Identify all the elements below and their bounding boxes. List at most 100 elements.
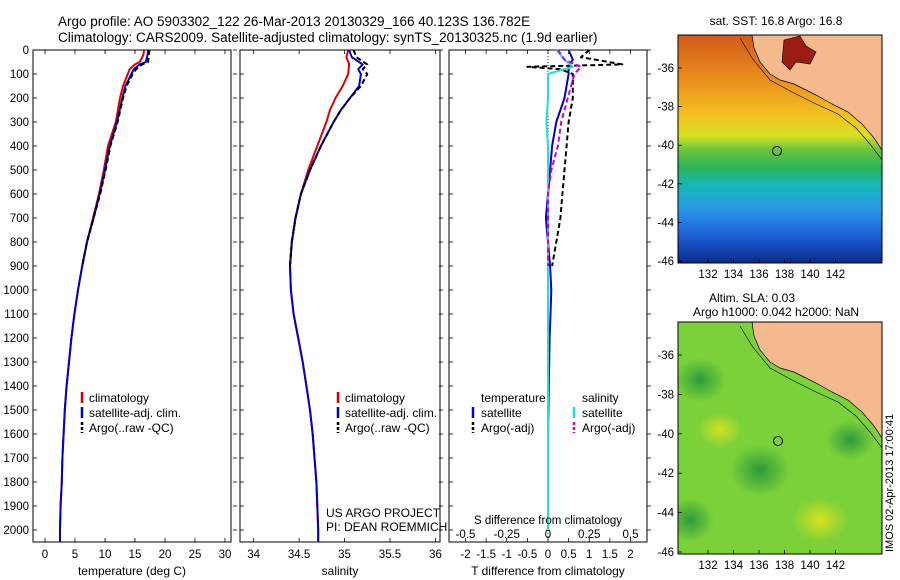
legend-label: Argo(-adj) [481,421,534,435]
sla-anomaly-blob [678,358,726,402]
lon-tick-label: 138 [775,560,794,572]
legend-heading-salinity: salinity [582,391,619,405]
depth-tick-label: 1000 [3,285,29,297]
difference-t-tick-label: 2 [627,549,633,561]
temperature-satellite-adj-clim-line [59,49,150,542]
difference-s-tick-label: -0.25 [494,529,520,541]
lon-tick-label: 132 [698,269,717,281]
legend-label: climatology [89,391,149,405]
argo-float-marker [773,436,783,446]
imos-timestamp: IMOS 02-Apr-2013 17:00:41 [884,414,896,552]
difference-legend: temperature salinity satellite Argo(-adj… [471,391,635,435]
depth-tick-label: 200 [10,93,29,105]
temperature-panel-frame [32,49,232,543]
depth-tick-label: 2000 [3,525,29,537]
legend-label: Argo(..raw -QC) [89,421,174,435]
salinity-satellite-adj-clim-line [289,49,364,542]
shelf-break-line [739,37,882,161]
sla-map [678,322,882,554]
difference-t-tick-label: -0.5 [517,549,537,561]
lat-tick-label: -42 [657,468,674,480]
temperature-tick-label: 5 [72,549,78,561]
lon-tick-label: 134 [724,560,744,572]
difference-top-xlabel: S difference from climatology [474,515,622,527]
lon-tick-label: 142 [826,269,845,281]
lon-tick-label: 132 [698,560,717,572]
difference-series [526,49,624,530]
legend-label: satellite [481,406,522,420]
depth-tick-label: 1900 [3,501,29,513]
lon-tick-label: 136 [749,560,768,572]
temperature-x-axis: 0 5 10 15 20 25 30 [42,50,232,561]
legend-label: Argo(-adj) [582,421,635,435]
difference-s-tick-label: 0.25 [578,529,600,541]
salinity-series [289,49,369,542]
difference-x-axis: -2 -1.5 -1 -0.5 0 0.5 1 1.5 2-0.5 -0.25 0 0.25 0.5 [456,50,639,561]
figure-title-line2: Climatology: CARS2009. Satellite-adjuste… [58,30,598,45]
sla-anomaly-blob [730,444,790,496]
difference-t-tick-label: -1.5 [476,549,496,561]
lat-tick-label: -38 [657,389,674,401]
sla-anomaly-blob [698,412,742,448]
legend-label: climatology [345,391,405,405]
salinity-x-axis: 34 34.5 35 35.5 36 [247,50,442,561]
depth-tick-label: 600 [10,189,29,201]
salinity-legend: climatology satellite-adj. clim. Argo(..… [336,391,437,435]
legend-label: satellite [582,406,623,420]
depth-tick-label: 800 [10,237,29,249]
difference-salinity-argo-adj-line [547,49,582,266]
lon-tick-label: 140 [800,269,819,281]
depth-tick-label: 300 [10,117,29,129]
salinity-tick-label: 35 [338,549,351,561]
temperature-tick-label: 15 [129,549,142,561]
sla-anomaly-blob [678,498,714,542]
lon-tick-label: 142 [826,560,845,572]
lon-tick-label: 134 [724,269,744,281]
legend-label: satellite-adj. clim. [89,406,181,420]
lat-tick-label: -42 [657,179,674,191]
salinity-tick-label: 36 [429,549,442,561]
salinity-climatology-line [289,49,351,542]
difference-t-tick-label: -2 [460,549,470,561]
depth-tick-label: 1100 [4,309,29,321]
australia-landmass [751,322,882,439]
sla-map-title-line1: Altim. SLA: 0.03 [709,291,795,305]
depth-tick-label: 100 [10,69,29,81]
sla-anomaly-blob [792,498,848,542]
difference-temperature-argo-adj-line [526,49,624,267]
sst-map-title: sat. SST: 16.8 Argo: 16.8 [710,14,843,28]
salinity-tick-label: 35.5 [379,549,401,561]
lat-tick-label: -44 [657,508,674,520]
project-credit: US ARGO PROJECT [326,506,441,520]
sla-anomaly-blob [826,420,874,460]
lon-tick-label: 136 [749,269,768,281]
depth-tick-label: 1300 [3,357,29,369]
pi-credit: PI: DEAN ROEMMICH [326,520,447,534]
salinity-xlabel: salinity [322,564,359,578]
temperature-tick-label: 10 [99,549,112,561]
lat-tick-label: -44 [657,217,674,229]
figure-title-line1: Argo profile: AO 5903302_122 26-Mar-2013… [58,14,530,29]
depth-tick-label: 1600 [3,429,29,441]
legend-heading-temperature: temperature [481,391,546,405]
depth-tick-label: 400 [10,141,29,153]
difference-s-tick-label: 0.5 [623,529,639,541]
depth-tick-label: 1500 [3,405,29,417]
temperature-tick-label: 30 [219,549,232,561]
depth-tick-label: 1200 [3,333,29,345]
difference-t-tick-label: 1 [586,549,592,561]
legend-label: satellite-adj. clim. [345,406,437,420]
depth-tick-label: 700 [10,213,29,225]
difference-t-tick-label: -1 [502,549,512,561]
lat-tick-label: -46 [657,547,674,559]
salinity-argo-raw-qc-line [289,49,369,267]
difference-t-tick-label: 0 [545,549,551,561]
sla-map-frame [677,321,883,555]
sla-map-axes: -36 -38 -40 -42 -44 -46 132 134 136 138 140 142 [657,350,845,572]
depth-tick-label: 0 [23,45,29,57]
argo-float-marker [772,146,782,156]
lat-tick-label: -36 [657,350,674,362]
salinity-tick-label: 34 [247,549,260,561]
depth-tick-label: 900 [10,261,29,273]
